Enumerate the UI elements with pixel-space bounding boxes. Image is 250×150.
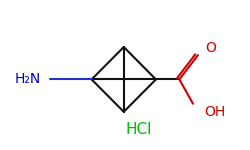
Text: O: O bbox=[205, 42, 216, 56]
Text: OH: OH bbox=[204, 105, 226, 119]
Text: HCl: HCl bbox=[126, 122, 152, 137]
Text: H₂N: H₂N bbox=[14, 72, 40, 86]
